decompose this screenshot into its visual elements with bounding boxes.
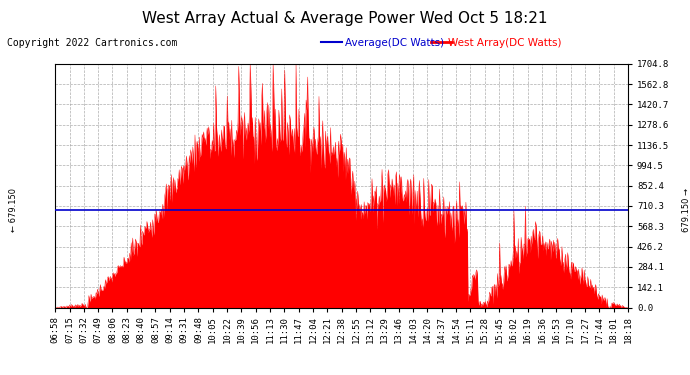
Text: West Array Actual & Average Power Wed Oct 5 18:21: West Array Actual & Average Power Wed Oc… xyxy=(142,11,548,26)
Text: 679.150 →: 679.150 → xyxy=(682,188,690,232)
Text: West Array(DC Watts): West Array(DC Watts) xyxy=(448,38,562,48)
Text: Average(DC Watts): Average(DC Watts) xyxy=(345,38,444,48)
Text: Copyright 2022 Cartronics.com: Copyright 2022 Cartronics.com xyxy=(7,38,177,48)
Text: ← 679.150: ← 679.150 xyxy=(9,188,19,232)
